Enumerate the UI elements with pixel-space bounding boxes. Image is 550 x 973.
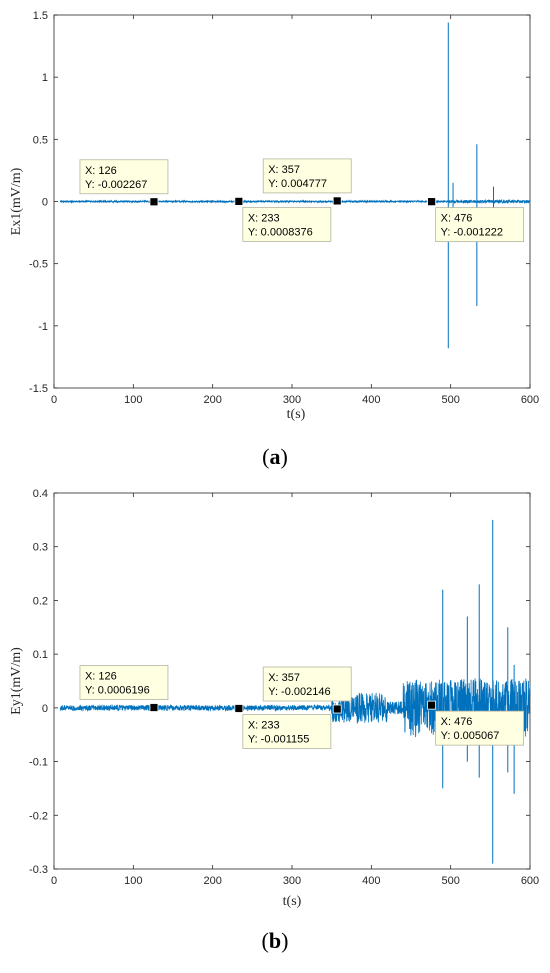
datatip: X: 233 Y: 0.0008376 bbox=[234, 196, 332, 242]
datatip-marker bbox=[149, 703, 159, 712]
datatip-x-label: X: 357 bbox=[268, 672, 300, 684]
x-tick-label: 100 bbox=[124, 875, 142, 887]
y-tick-label: 0.3 bbox=[33, 542, 48, 554]
y-tick-label: 0.1 bbox=[33, 649, 48, 661]
chart-panel-a: 0 100 200 300 400 500 600 -1.5 -1 -0.5 0 0.5 1 1.5 X: … bbox=[0, 0, 550, 440]
y-tick-label: 0 bbox=[42, 197, 48, 209]
datatip-box bbox=[79, 665, 169, 700]
datatip-box bbox=[435, 207, 525, 243]
x-tick-label: 500 bbox=[441, 875, 459, 887]
datatip-x-label: X: 233 bbox=[248, 212, 280, 224]
y-tick-label: 0 bbox=[42, 703, 48, 715]
y-tick-label: 0.4 bbox=[33, 488, 48, 500]
chart-b-svg: 0 100 200 300 400 500 600 -0.3 -0.2 -0.1 0 0.1 0.2 0.… bbox=[9, 488, 539, 909]
datatip-marker bbox=[427, 197, 437, 207]
y-axis-label: Ex1(mV/m) bbox=[9, 167, 24, 235]
y-tick-label: -0.3 bbox=[29, 864, 48, 876]
datatip-x-label: X: 126 bbox=[85, 165, 117, 177]
x-tick-label: 200 bbox=[203, 394, 221, 406]
panel-caption-b: (b) bbox=[261, 928, 289, 953]
x-tick-label: 500 bbox=[441, 394, 459, 406]
datatip: X: 233 Y: -0.001155 bbox=[234, 704, 332, 749]
datatip-y-label: Y: -0.002267 bbox=[85, 179, 147, 191]
x-tick-label: 400 bbox=[362, 394, 380, 406]
datatip-marker bbox=[234, 196, 244, 206]
datatip: X: 476 Y: 0.005067 bbox=[427, 700, 525, 746]
x-tick-label: 0 bbox=[51, 394, 57, 406]
datatip-box bbox=[435, 710, 525, 746]
x-tick-label: 300 bbox=[283, 394, 301, 406]
datatip-y-label: Y: 0.004777 bbox=[268, 178, 327, 190]
datatip-box bbox=[262, 158, 352, 194]
datatip-box bbox=[262, 666, 352, 702]
x-tick-label: 600 bbox=[521, 875, 539, 887]
datatip-marker bbox=[332, 704, 342, 714]
datatip-marker bbox=[427, 700, 437, 710]
datatip: X: 126 Y: 0.0006196 bbox=[79, 665, 169, 712]
datatip-x-label: X: 476 bbox=[441, 213, 473, 225]
datatip: X: 126 Y: -0.002267 bbox=[79, 159, 169, 207]
y-tick-label: 1.5 bbox=[33, 10, 48, 22]
datatip: X: 357 Y: -0.002146 bbox=[262, 666, 352, 714]
x-tick-label: 600 bbox=[521, 394, 539, 406]
x-tick-label: 200 bbox=[203, 875, 221, 887]
panel-caption-a: (a) bbox=[262, 444, 288, 469]
chart-a-svg: 0 100 200 300 400 500 600 -1.5 -1 -0.5 0 0.5 1 1.5 X: … bbox=[9, 10, 539, 422]
panel-label-b: b bbox=[268, 928, 282, 953]
y-tick-label: 0.5 bbox=[33, 134, 48, 146]
x-tick-label: 400 bbox=[362, 875, 380, 887]
signal-line-a bbox=[59, 198, 531, 205]
datatip: X: 357 Y: 0.004777 bbox=[262, 158, 352, 206]
datatip-box bbox=[242, 714, 332, 749]
datatip-box bbox=[242, 206, 332, 242]
y-tick-label: -0.1 bbox=[29, 757, 48, 769]
datatip-x-label: X: 126 bbox=[85, 671, 117, 683]
panel-label-a: a bbox=[269, 444, 281, 469]
datatip-box bbox=[79, 159, 169, 195]
x-axis-label: t(s) bbox=[287, 407, 306, 422]
x-tick-label: 0 bbox=[51, 875, 57, 887]
x-tick-label: 300 bbox=[283, 875, 301, 887]
y-tick-label: 0.2 bbox=[33, 595, 48, 607]
x-tick-label: 100 bbox=[124, 394, 142, 406]
y-tick-label: -1.5 bbox=[29, 383, 48, 395]
datatip: X: 476 Y: -0.001222 bbox=[427, 197, 525, 243]
datatip-y-label: Y: 0.005067 bbox=[441, 730, 500, 742]
datatip-x-label: X: 233 bbox=[248, 719, 280, 731]
datatip-y-label: Y: -0.002146 bbox=[268, 686, 330, 698]
datatip-x-label: X: 357 bbox=[268, 164, 300, 176]
datatip-marker bbox=[332, 196, 342, 206]
x-axis-label: t(s) bbox=[283, 894, 302, 909]
datatip-y-label: Y: 0.0008376 bbox=[248, 226, 313, 238]
datatip-y-label: Y: -0.001222 bbox=[441, 227, 503, 239]
datatip-y-label: Y: -0.001155 bbox=[248, 733, 310, 745]
y-tick-label: -0.2 bbox=[29, 810, 48, 822]
datatip-marker bbox=[149, 197, 159, 207]
datatip-marker bbox=[234, 704, 244, 713]
y-tick-label: -0.5 bbox=[29, 259, 48, 271]
y-axis-label: Ey1(mV/m) bbox=[9, 647, 24, 715]
chart-panel-b: 0 100 200 300 400 500 600 -0.3 -0.2 -0.1 0 0.1 0.2 0.… bbox=[0, 483, 550, 923]
y-tick-label: 1 bbox=[42, 72, 48, 84]
datatip-x-label: X: 476 bbox=[441, 716, 473, 728]
y-tick-label: -1 bbox=[38, 321, 48, 333]
signal-line-b bbox=[59, 678, 531, 738]
datatip-y-label: Y: 0.0006196 bbox=[85, 685, 150, 697]
